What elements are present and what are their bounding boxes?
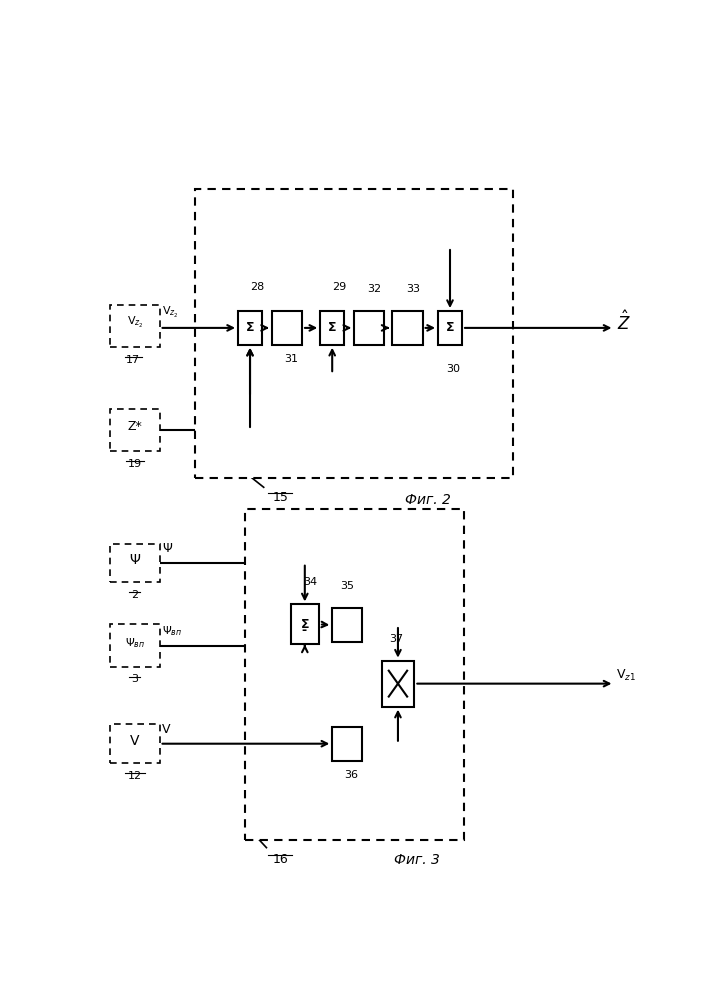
- Text: V$_{z1}$: V$_{z1}$: [616, 668, 636, 683]
- Bar: [110, 724, 160, 763]
- Bar: [272, 311, 302, 345]
- Text: $\Psi_{вп}$: $\Psi_{вп}$: [125, 636, 145, 650]
- Text: 17: 17: [127, 355, 141, 365]
- Text: 12: 12: [128, 771, 142, 781]
- Bar: [320, 311, 344, 345]
- Text: 2: 2: [132, 590, 139, 600]
- Text: 3: 3: [132, 674, 139, 684]
- Text: Фиг. 2: Фиг. 2: [405, 493, 451, 507]
- Text: V$_{z_2}$: V$_{z_2}$: [127, 315, 144, 330]
- Bar: [382, 661, 414, 707]
- Text: 28: 28: [250, 282, 264, 292]
- Text: 19: 19: [128, 459, 142, 469]
- Text: Σ: Σ: [300, 618, 309, 631]
- Bar: [110, 544, 160, 582]
- Text: 36: 36: [344, 770, 358, 780]
- Text: 29: 29: [332, 282, 346, 292]
- Text: 31: 31: [284, 354, 298, 364]
- Text: 34: 34: [303, 577, 317, 587]
- Text: $\Psi$: $\Psi$: [129, 553, 141, 567]
- Bar: [110, 409, 160, 451]
- Bar: [392, 311, 423, 345]
- Text: Σ: Σ: [328, 321, 337, 334]
- Bar: [110, 305, 160, 347]
- Text: 32: 32: [368, 284, 382, 294]
- Bar: [332, 608, 363, 642]
- Bar: [291, 604, 319, 644]
- Text: Z*: Z*: [127, 420, 142, 433]
- Bar: [195, 189, 513, 478]
- Text: 15: 15: [272, 491, 288, 504]
- Text: $\hat{Z}$: $\hat{Z}$: [617, 310, 631, 334]
- Text: 37: 37: [390, 634, 404, 644]
- Bar: [238, 311, 262, 345]
- Bar: [332, 727, 363, 761]
- Text: Σ: Σ: [445, 321, 455, 334]
- Text: V: V: [163, 723, 171, 736]
- Text: 16: 16: [272, 853, 288, 866]
- Text: -: -: [302, 624, 307, 637]
- Bar: [110, 624, 160, 667]
- Text: 30: 30: [445, 364, 460, 374]
- Bar: [354, 311, 385, 345]
- Text: 33: 33: [406, 284, 420, 294]
- Text: Σ: Σ: [246, 321, 255, 334]
- Bar: [245, 509, 464, 840]
- Text: $\Psi_{вп}$: $\Psi_{вп}$: [163, 624, 182, 638]
- Text: V$_{z_2}$: V$_{z_2}$: [163, 305, 179, 320]
- Text: V: V: [130, 734, 140, 748]
- Bar: [438, 311, 462, 345]
- Text: 35: 35: [340, 581, 354, 591]
- Text: Фиг. 3: Фиг. 3: [395, 853, 440, 867]
- Text: $\Psi$: $\Psi$: [163, 542, 173, 555]
